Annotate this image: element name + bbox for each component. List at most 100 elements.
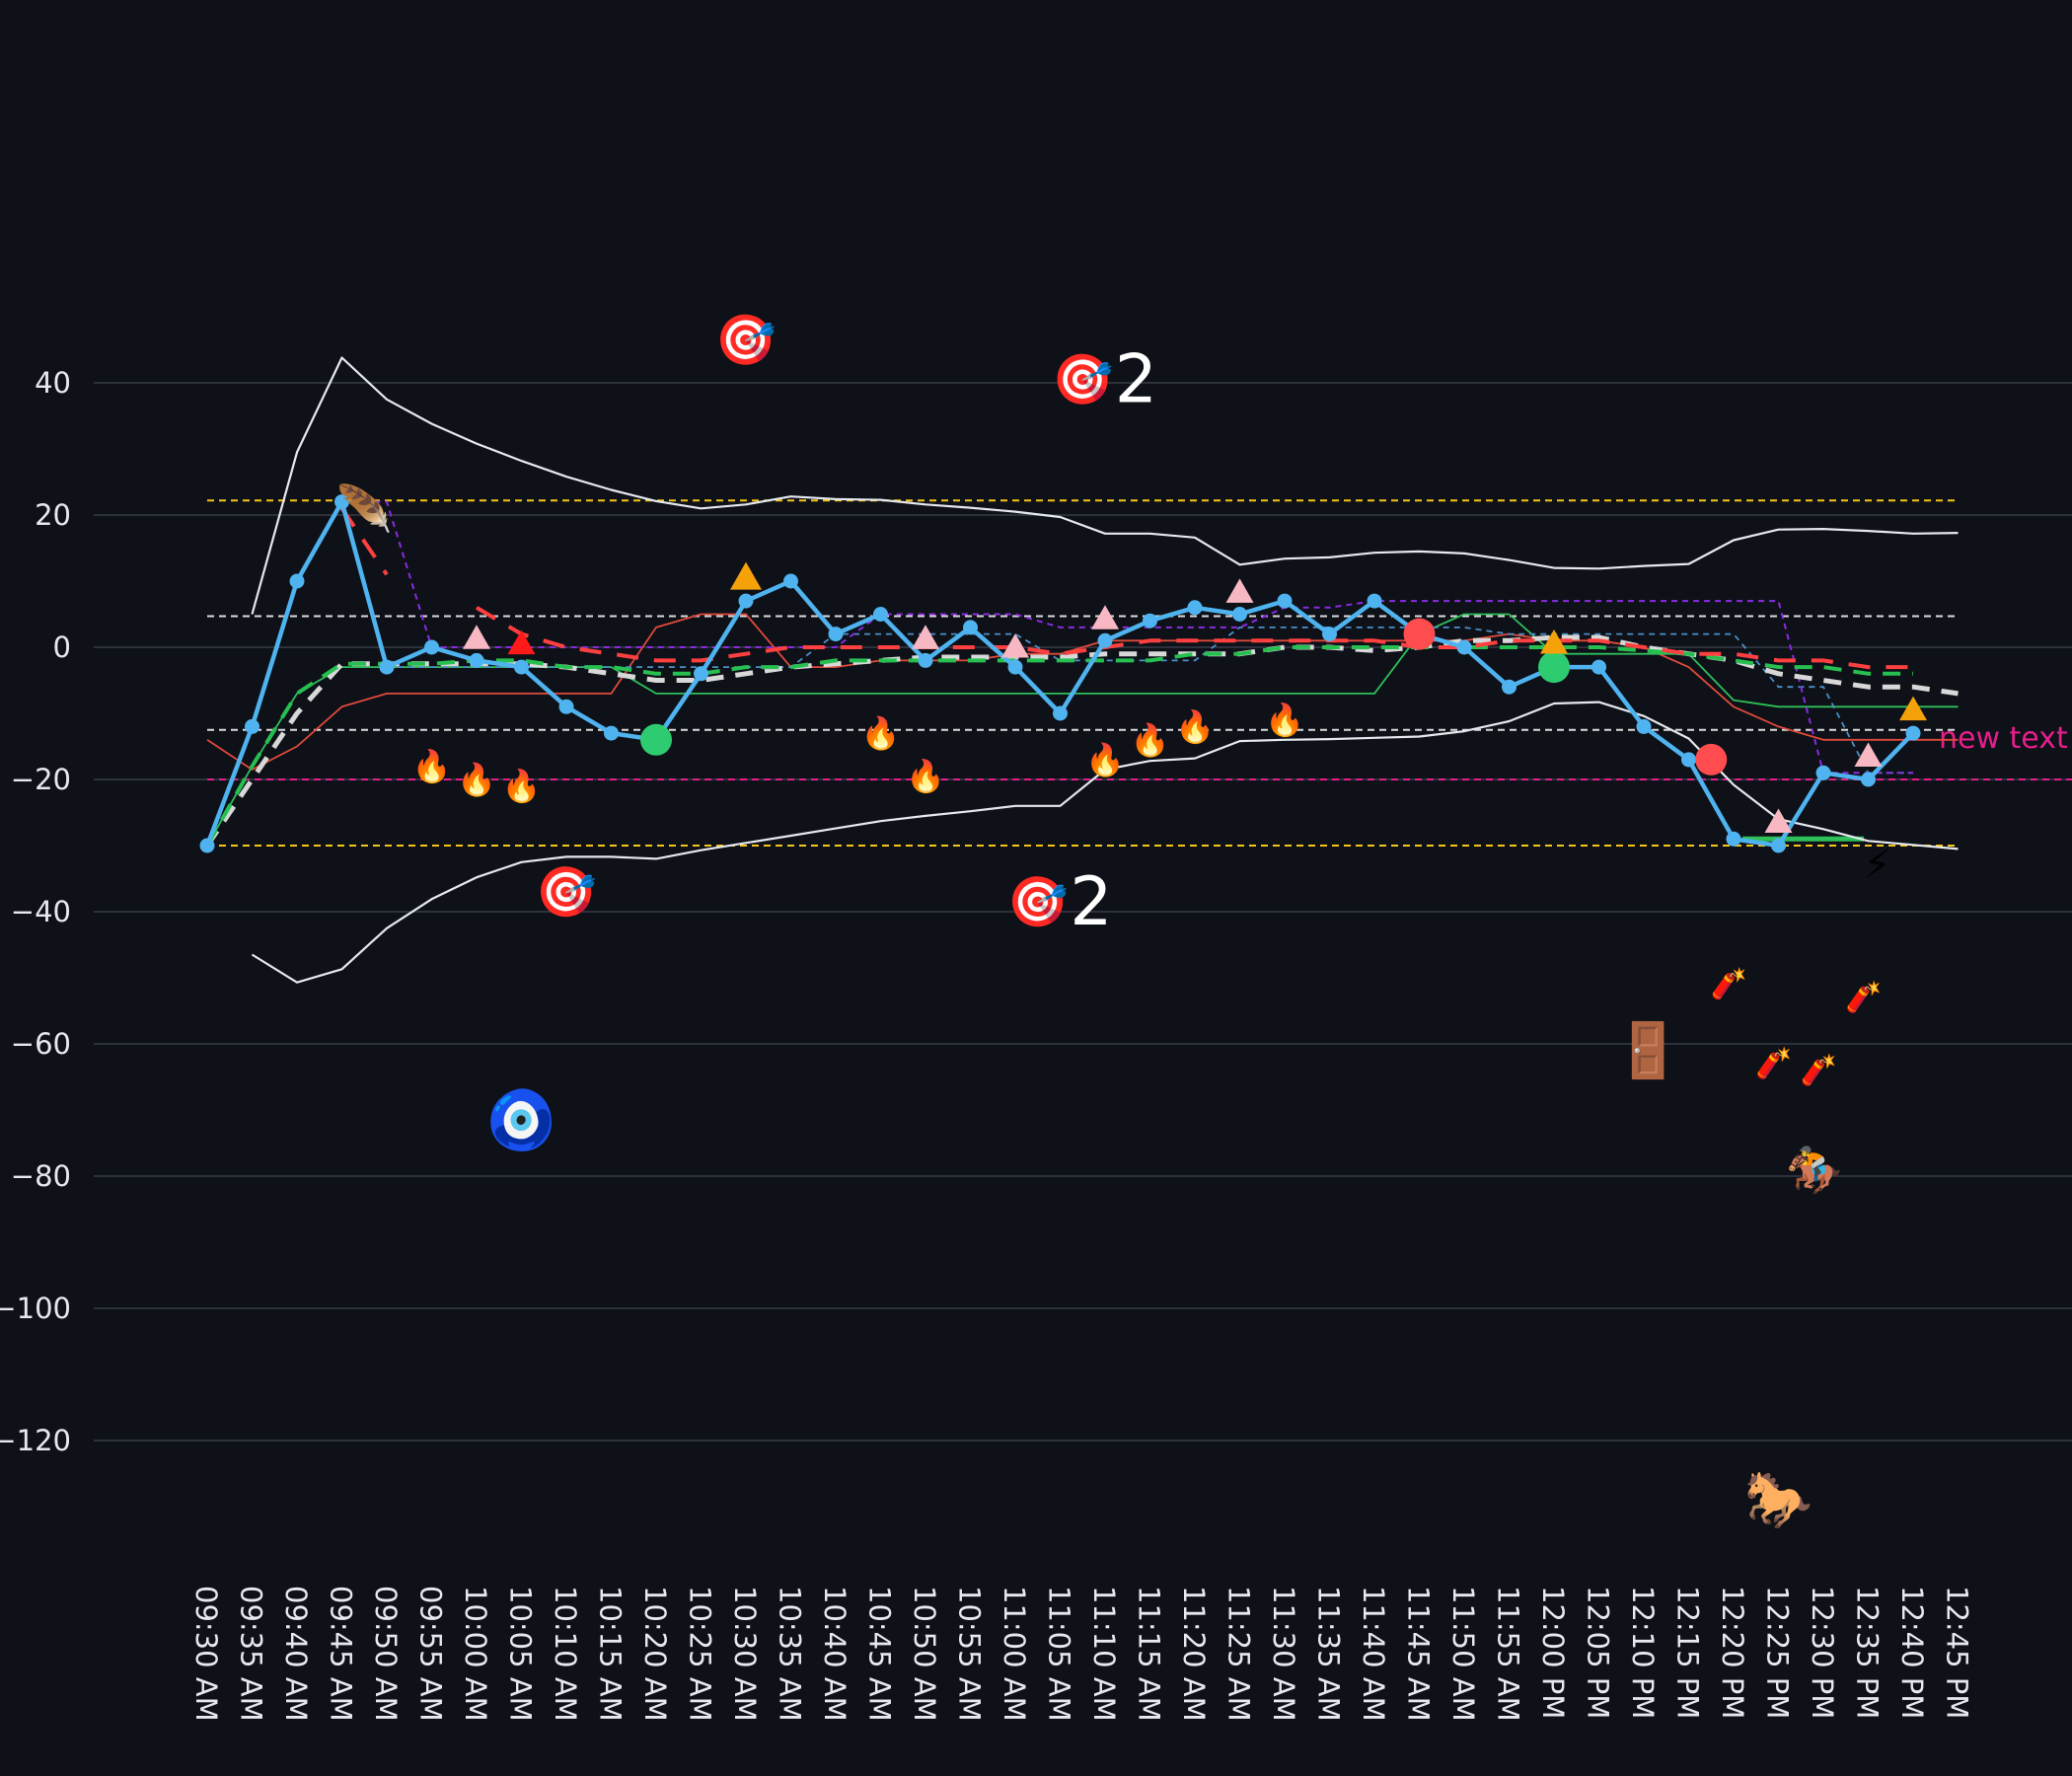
data-point (873, 607, 888, 622)
signal-triangle (507, 629, 536, 655)
x-tick-label: 11:00 AM (998, 1586, 1031, 1722)
nazar-amulet-icon: 🧿 (485, 1086, 556, 1153)
annotation-count: 2 (1115, 341, 1157, 419)
firecracker-icon: 🧨 (1801, 1052, 1837, 1087)
data-point (1097, 632, 1113, 648)
x-tick-label: 10:20 AM (638, 1586, 672, 1722)
data-point (828, 627, 844, 642)
reference-line-label: new text (1939, 721, 2068, 756)
x-tick-label: 09:30 AM (189, 1586, 223, 1722)
data-point (1502, 679, 1517, 695)
x-tick-label: 12:30 PM (1806, 1586, 1839, 1719)
data-point (1367, 593, 1382, 609)
x-tick-label: 11:20 AM (1177, 1586, 1211, 1722)
fire-icon: 🔥 (457, 761, 496, 798)
x-tick-label: 10:40 AM (818, 1586, 851, 1722)
fire-icon: 🔥 (502, 768, 542, 805)
series-line-lower-band (251, 701, 1959, 984)
data-point (1053, 705, 1068, 721)
data-point (1905, 725, 1921, 741)
series-line-blue-dash (387, 627, 1913, 775)
signal-triangle (1899, 696, 1927, 721)
x-tick-label: 11:50 AM (1446, 1586, 1480, 1722)
data-point (245, 718, 259, 734)
signal-triangle (1225, 578, 1254, 603)
y-tick-label: −60 (11, 1027, 71, 1061)
signal-triangle (1764, 808, 1793, 834)
data-point (1636, 718, 1652, 734)
series-line-purple-dash (341, 500, 1913, 775)
data-point (1681, 752, 1696, 768)
x-tick-label: 10:25 AM (684, 1586, 717, 1722)
data-point (469, 652, 484, 668)
fire-icon: 🔥 (861, 714, 901, 752)
y-axis: 40 20 0 −20 −40 −60 −80 −100 −120 (0, 366, 71, 1457)
x-tick-label: 11:10 AM (1087, 1586, 1121, 1722)
x-tick-label: 09:45 AM (325, 1586, 358, 1722)
direct-hit-icon: 🎯 (536, 863, 597, 921)
x-tick-label: 10:55 AM (953, 1586, 987, 1722)
y-tick-label: −40 (11, 895, 71, 928)
x-tick-label: 10:45 AM (863, 1586, 897, 1722)
x-tick-label: 11:25 AM (1222, 1586, 1256, 1722)
signal-triangle (1854, 742, 1883, 768)
horse-icon: 🐎 (1744, 1468, 1813, 1532)
door-icon: 🚪 (1615, 1019, 1681, 1081)
fire-icon: 🔥 (1175, 707, 1215, 745)
data-point (738, 593, 754, 609)
data-point (918, 652, 933, 668)
x-tick-label: 12:40 PM (1895, 1586, 1929, 1719)
firecracker-icon: 🧨 (1845, 980, 1882, 1015)
x-tick-label: 10:05 AM (504, 1586, 538, 1722)
x-axis: 09:30 AM 09:35 AM 09:40 AM 09:45 AM 09:50 AM… (189, 1586, 1974, 1722)
signal-triangle (463, 625, 490, 649)
x-tick-label: 09:40 AM (279, 1586, 313, 1722)
fire-icon: 🔥 (906, 758, 945, 795)
data-point (334, 494, 349, 510)
x-tick-label: 11:30 AM (1267, 1586, 1300, 1722)
direct-hit-icon: 🎯 (715, 311, 777, 368)
y-tick-label: −100 (0, 1292, 71, 1325)
reference-lines: new text (207, 499, 2072, 847)
x-tick-label: 11:35 AM (1312, 1586, 1346, 1722)
data-point (1143, 613, 1157, 629)
series-line-upper-band (251, 356, 1959, 615)
series-lines (199, 356, 1959, 984)
emoji-annotations: 🪶🎯🎯 2🎯 🎯 2🔥 🔥 🔥🔥🔥 🔥🔥 🔥 🔥🧿🚪🧨🧨 🧨🧨⚡🏇🐎 (336, 311, 1891, 1531)
data-point (1322, 627, 1337, 642)
data-point (289, 573, 305, 589)
signal-triangle (912, 625, 939, 649)
annotation-count: 2 (1070, 863, 1112, 941)
signal-circle (1695, 743, 1728, 776)
direct-hit-icon: 🎯 (1007, 873, 1069, 930)
data-point (514, 659, 529, 675)
y-tick-label: 20 (35, 498, 71, 532)
x-tick-label: 11:05 AM (1043, 1586, 1076, 1722)
x-tick-label: 09:35 AM (235, 1586, 268, 1722)
signal-triangle (1001, 633, 1029, 658)
data-point (1007, 659, 1023, 675)
x-tick-label: 12:45 PM (1941, 1586, 1974, 1719)
x-tick-label: 09:50 AM (369, 1586, 403, 1722)
data-point (379, 659, 395, 675)
series-line-red-step (206, 613, 1959, 771)
data-point (558, 699, 574, 714)
data-point (1591, 659, 1606, 675)
data-point (694, 666, 708, 682)
data-point (1187, 600, 1203, 616)
signal-triangle (1540, 629, 1568, 654)
x-tick-label: 11:15 AM (1133, 1586, 1166, 1722)
x-tick-label: 10:00 AM (459, 1586, 492, 1722)
signal-circle (640, 723, 672, 756)
y-tick-label: 0 (53, 630, 71, 664)
data-point (1232, 607, 1247, 622)
x-tick-label: 10:50 AM (908, 1586, 941, 1722)
x-tick-label: 10:15 AM (594, 1586, 628, 1722)
x-tick-label: 12:15 PM (1671, 1586, 1705, 1719)
data-point (1726, 831, 1741, 847)
fire-icon: 🔥 (1085, 741, 1125, 778)
data-point (424, 639, 439, 655)
signal-circle (1538, 651, 1570, 684)
x-tick-label: 11:40 AM (1357, 1586, 1390, 1722)
